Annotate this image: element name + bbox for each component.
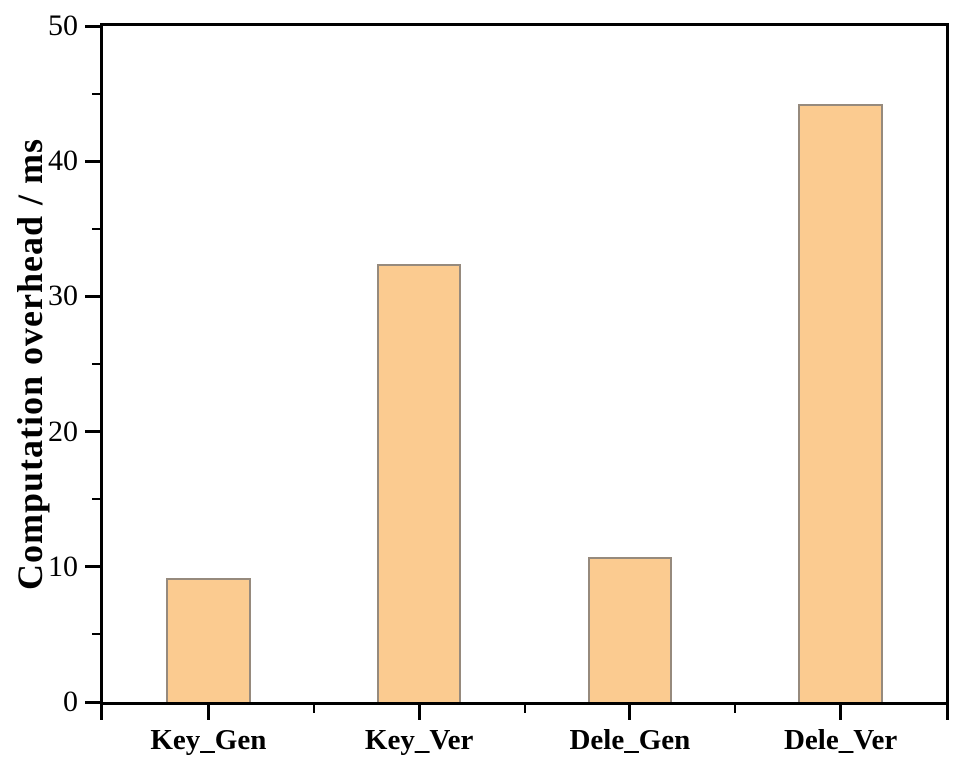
x-axis-minor-tick xyxy=(734,705,737,713)
y-axis-minor-tick xyxy=(92,363,100,365)
x-axis-edge-tick-right xyxy=(946,705,949,720)
y-tick-label: 50 xyxy=(48,9,78,42)
y-axis-major-tick xyxy=(85,159,100,163)
y-axis-major-tick xyxy=(85,430,100,434)
x-axis-major-tick xyxy=(417,705,421,720)
bar-dele_ver xyxy=(798,104,883,702)
x-axis-minor-tick xyxy=(312,705,315,713)
x-tick-label-dele_ver: Dele_Ver xyxy=(783,724,898,756)
bar-key_ver xyxy=(376,263,462,702)
bar-dele_gen xyxy=(587,557,673,702)
y-axis-title: Computation overhead / ms xyxy=(10,138,50,591)
y-tick-label: 10 xyxy=(48,549,78,583)
y-tick-label: 30 xyxy=(48,279,78,313)
y-tick-label: 0 xyxy=(63,685,78,718)
y-axis-minor-tick xyxy=(92,633,100,636)
x-axis-major-tick xyxy=(628,705,632,720)
x-tick-label-dele_gen: Dele_Gen xyxy=(569,724,691,756)
x-axis-edge-tick-left xyxy=(100,705,103,720)
y-axis-minor-tick xyxy=(92,92,100,95)
y-axis-major-tick xyxy=(85,700,100,704)
y-axis-major-tick xyxy=(85,565,100,569)
x-axis-major-tick xyxy=(206,705,210,720)
x-tick-label-key_ver: Key_Ver xyxy=(364,724,474,756)
x-tick-label-key_gen: Key_Gen xyxy=(150,724,267,756)
y-axis-major-tick xyxy=(85,24,100,28)
y-axis-minor-tick xyxy=(92,498,100,501)
y-axis-minor-tick xyxy=(92,227,100,230)
y-tick-label: 20 xyxy=(48,414,78,448)
y-tick-label: 40 xyxy=(48,144,78,178)
y-axis-major-tick xyxy=(85,294,100,298)
plot-area xyxy=(100,23,949,705)
x-axis-major-tick xyxy=(839,705,843,720)
bar-key_gen xyxy=(166,577,251,702)
x-axis-minor-tick xyxy=(523,705,526,713)
